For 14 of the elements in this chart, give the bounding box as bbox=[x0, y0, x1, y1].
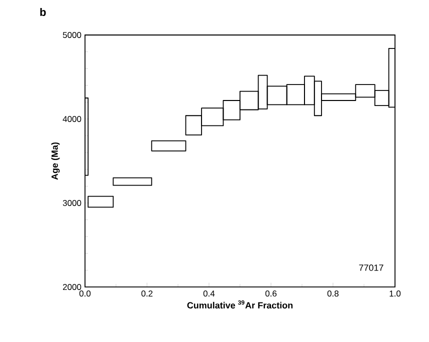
annotation: 77017 bbox=[359, 264, 384, 271]
x-tick-label: 0.8 bbox=[327, 290, 339, 297]
x-tick-label: 0.6 bbox=[265, 290, 277, 297]
y-tick-label: 2000 bbox=[62, 284, 82, 290]
y-tick-label: 3000 bbox=[62, 200, 82, 206]
y-axis-title: Age (Ma) bbox=[51, 142, 60, 180]
x-tick-label: 1.0 bbox=[390, 290, 401, 297]
x-axis-title: Cumulative $^{39}$Ar Fraction bbox=[187, 300, 293, 309]
y-tick-label: 4000 bbox=[62, 116, 82, 122]
chart-title: b bbox=[40, 8, 46, 16]
x-tick-label: 0.2 bbox=[141, 290, 152, 297]
x-tick-label: 0.0 bbox=[79, 290, 91, 297]
y-tick-label: 5000 bbox=[62, 32, 82, 38]
x-tick-label: 0.4 bbox=[203, 290, 215, 297]
